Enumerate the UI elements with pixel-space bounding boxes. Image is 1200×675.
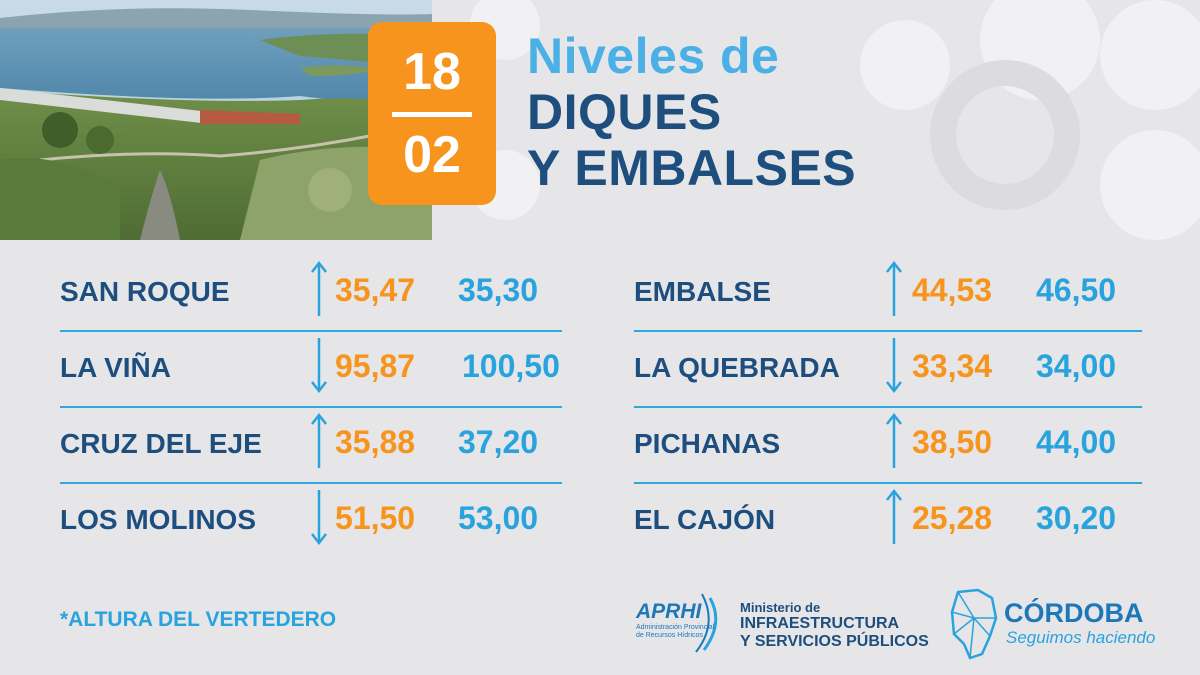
reservoir-row: CRUZ DEL EJE 35,88 37,20 (60, 408, 562, 484)
reservoir-name: LA QUEBRADA (634, 352, 840, 383)
ministerio-line-2: INFRAESTRUCTURA (740, 615, 900, 632)
current-level: 35,47 (335, 272, 416, 308)
current-level: 33,34 (912, 348, 993, 384)
ministerio-line-1: Ministerio de (740, 600, 821, 615)
row-divider (60, 330, 562, 332)
row-divider (60, 406, 562, 408)
decorative-circle (1100, 130, 1200, 240)
footnote: *ALTURA DEL VERTEDERO (60, 608, 337, 631)
current-level: 38,50 (912, 424, 993, 460)
title-line-3: Y EMBALSES (527, 140, 857, 196)
up-arrow-icon (886, 412, 902, 468)
down-arrow-icon (311, 490, 327, 546)
current-level: 95,87 (335, 348, 416, 384)
row-divider (634, 482, 1142, 484)
max-level: 100,50 (462, 348, 560, 384)
date-day: 18 (403, 43, 461, 101)
reservoir-name: LA VIÑA (60, 352, 171, 383)
reservoir-name: SAN ROQUE (60, 276, 230, 307)
aprhi-logo-icon (695, 593, 718, 653)
date-badge: 18 02 (368, 22, 496, 205)
reservoir-row: PICHANAS 38,50 44,00 (634, 408, 1142, 484)
up-arrow-icon (311, 412, 327, 468)
title-line-1: Niveles de (527, 28, 780, 84)
reservoir-name: EMBALSE (634, 276, 771, 307)
ministerio-line-3: Y SERVICIOS PÚBLICOS (740, 633, 929, 650)
down-arrow-icon (886, 338, 902, 394)
aprhi-logo-text: APRHI (636, 600, 702, 623)
max-level: 34,00 (1036, 348, 1117, 384)
reservoir-name: PICHANAS (634, 428, 781, 459)
date-month: 02 (403, 126, 461, 184)
row-divider (634, 406, 1142, 408)
reservoir-row: EMBALSE 44,53 46,50 (634, 256, 1142, 332)
up-arrow-icon (886, 260, 902, 316)
dam-photo (0, 0, 432, 240)
decorative-ring (930, 60, 1080, 210)
current-level: 44,53 (912, 272, 993, 308)
up-arrow-icon (311, 260, 327, 316)
reservoir-name: LOS MOLINOS (60, 504, 256, 535)
date-separator (392, 112, 472, 117)
reservoir-row: EL CAJÓN 25,28 30,20 (634, 484, 1142, 560)
page-title: Niveles de DIQUES Y EMBALSES (527, 28, 856, 196)
ministerio-logo: Ministerio de INFRAESTRUCTURA Y SERVICIO… (740, 600, 929, 651)
aprhi-logo-subtitle: Administración Provincial de Recursos Hí… (636, 624, 715, 639)
reservoir-row: LOS MOLINOS 51,50 53,00 (60, 484, 562, 560)
decorative-circle (860, 20, 950, 110)
max-level: 53,00 (458, 500, 539, 536)
reservoir-row: LA VIÑA 95,87 100,50 (60, 332, 562, 408)
reservoir-row: SAN ROQUE 35,47 35,30 (60, 256, 562, 332)
cordoba-map-icon (950, 588, 998, 660)
max-level: 44,00 (1036, 424, 1117, 460)
up-arrow-icon (886, 488, 902, 544)
row-divider (60, 482, 562, 484)
decorative-circle (1100, 0, 1200, 110)
down-arrow-icon (311, 338, 327, 394)
cordoba-slogan: Seguimos haciendo (1006, 628, 1156, 647)
max-level: 30,20 (1036, 500, 1117, 536)
max-level: 37,20 (458, 424, 539, 460)
row-divider (634, 330, 1142, 332)
current-level: 25,28 (912, 500, 993, 536)
cordoba-logo-text: CÓRDOBA (1004, 598, 1144, 628)
max-level: 46,50 (1036, 272, 1117, 308)
current-level: 51,50 (335, 500, 416, 536)
reservoir-name: EL CAJÓN (634, 504, 776, 535)
reservoir-row: LA QUEBRADA 33,34 34,00 (634, 332, 1142, 408)
title-line-2: DIQUES (527, 84, 722, 140)
max-level: 35,30 (458, 272, 539, 308)
current-level: 35,88 (335, 424, 416, 460)
reservoir-name: CRUZ DEL EJE (60, 428, 262, 459)
